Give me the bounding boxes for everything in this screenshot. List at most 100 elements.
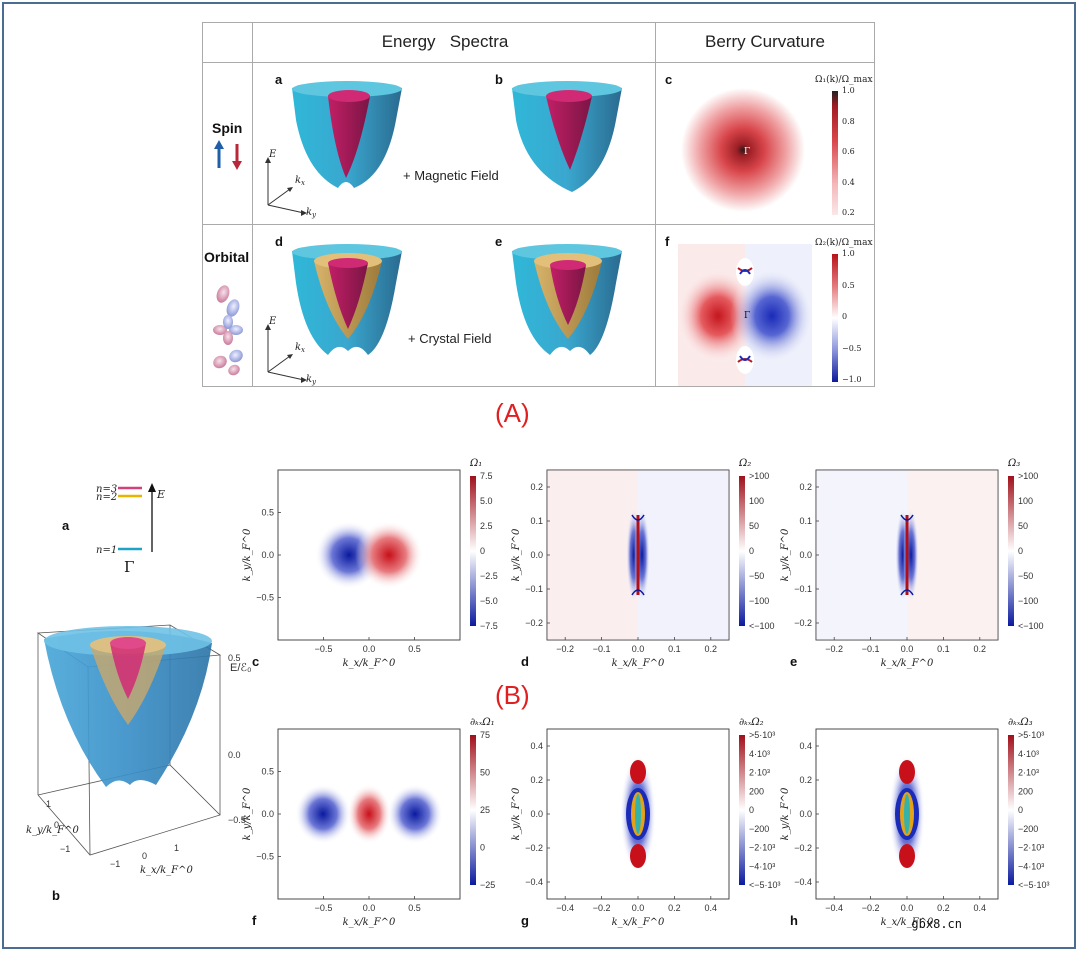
- node-mark: [900, 589, 914, 596]
- xtick-1: 0: [142, 851, 147, 861]
- colorbar-tick: <−100: [749, 621, 775, 631]
- xtick-0: −1: [110, 859, 120, 869]
- x-tick-label: 0.0: [632, 903, 645, 913]
- panel-a-a-letter: a: [275, 72, 283, 87]
- x-tick-label: −0.4: [556, 903, 574, 913]
- blue-lobe: [903, 507, 919, 603]
- x-tick-label: 0.1: [668, 644, 681, 654]
- x-axis-label: k_x/k_F^0: [881, 658, 934, 669]
- spin-band-surface-a: [292, 81, 402, 188]
- colorbar-tick: −2.5: [480, 571, 498, 581]
- y-tick-label: 0.2: [799, 482, 812, 492]
- colorbar-title: ∂ₖₓΩ₃: [1008, 717, 1033, 728]
- colorbar-tick: −25: [480, 880, 495, 890]
- colorbar-tick: <−100: [1018, 621, 1044, 631]
- x-tick-label: 0.2: [705, 644, 718, 654]
- y-tick-label: −0.4: [525, 877, 543, 887]
- ytick-1: 0: [54, 820, 59, 830]
- colorbar-tick: 50: [480, 768, 490, 778]
- panel-letter: g: [521, 913, 529, 928]
- orbital-band-surface-d: [292, 244, 402, 355]
- y-tick-label: −0.2: [525, 843, 543, 853]
- colorbar-title: Ω₁: [469, 458, 482, 469]
- colorbar-tick: 4·10³: [749, 749, 770, 759]
- panel-a-d-letter: d: [275, 234, 283, 249]
- colorbar-tick: >100: [749, 471, 769, 481]
- x-tick-label: −0.5: [315, 644, 333, 654]
- colorbar-tick: 25: [480, 805, 490, 815]
- y-tick-label: 0.0: [530, 550, 543, 560]
- panel-a-c-letter: c: [665, 72, 673, 87]
- header-berry-curvature: Berry Curvature: [705, 32, 825, 51]
- colorbar-c-tick: 0.8: [842, 116, 855, 126]
- y-tick-label: −0.5: [256, 852, 274, 862]
- colorbar-tick: 2.5: [480, 521, 493, 531]
- colorbar-c-tick: 0.2: [842, 208, 855, 217]
- colorbar: [470, 476, 476, 626]
- heatmap-f: −0.5 0.0 0.5 0.5 0.0 −0.5 k_x/k_F^0 k_y/k_F^0f ∂…: [242, 717, 495, 928]
- teal-core: [635, 794, 641, 834]
- colorbar-tick: 7.5: [480, 471, 493, 481]
- b-xlabel: k_x/k_F^0: [140, 865, 193, 876]
- level-n1: n=1: [96, 545, 117, 556]
- colorbar-tick: >5·10³: [1018, 730, 1044, 740]
- y-tick-label: 0.0: [530, 809, 543, 819]
- colorbar-tick: >5·10³: [749, 730, 775, 740]
- colorbar-tick: 50: [1018, 521, 1028, 531]
- colorbar-title: Ω₃: [1007, 458, 1020, 469]
- x-tick-label: −0.2: [825, 644, 843, 654]
- x-tick-label: 0.2: [974, 644, 987, 654]
- colorbar-tick: 0: [480, 843, 485, 853]
- colorbar-tick: 0: [749, 546, 754, 556]
- row-label-orbital: Orbital: [204, 249, 250, 265]
- colorbar-f-tick: −0.5: [842, 343, 862, 353]
- colorbar-tick: −100: [1018, 596, 1038, 606]
- heatmap-d: −0.2 −0.1 0.0 0.1 0.2 0.2 0.1 0.0 −0.1 −0.2 k_x/k_…: [511, 458, 775, 669]
- y-tick-label: 0.2: [799, 775, 812, 785]
- x-tick-label: 0.2: [937, 903, 950, 913]
- ztick-0: 0.5: [228, 653, 241, 663]
- heatmap-g: −0.4 −0.2 0.0 0.2 0.4 0.4 0.2 0.0 −0.2 −0.4 k_x/k_…: [511, 717, 781, 928]
- colorbar-c: [832, 91, 838, 215]
- caption-b: (B): [495, 680, 530, 710]
- watermark: gbx8.cn: [911, 917, 962, 931]
- y-tick-label: 0.0: [799, 809, 812, 819]
- zlabel: E/ℰ₀: [230, 662, 252, 674]
- colorbar-tick: 200: [749, 786, 764, 796]
- panel-b-b-letter: b: [52, 888, 60, 903]
- colorbar-tick: −7.5: [480, 621, 498, 631]
- x-tick-label: 0.0: [901, 903, 914, 913]
- colorbar-f-title: Ω₂(k)/Ω_max: [815, 238, 873, 248]
- background-half: [547, 470, 638, 640]
- orbital-band-surface-e: [512, 244, 622, 355]
- orbital-lobes-icon: [213, 285, 243, 376]
- crystal-field-label: + Crystal Field: [408, 331, 492, 346]
- spin-band-surface-b: [512, 81, 622, 192]
- colorbar-tick: 75: [480, 730, 490, 740]
- y-axis-label: k_y/k_F^0: [242, 528, 253, 581]
- axis-ky-sub: y: [311, 378, 317, 386]
- y-axis-label: k_y/k_F^0: [511, 787, 522, 840]
- y-tick-label: −0.5: [256, 593, 274, 603]
- colorbar-tick: 2·10³: [1018, 768, 1039, 778]
- y-tick-label: 0.5: [261, 508, 274, 518]
- header-energy-spectra: Energy Spectra: [381, 32, 509, 51]
- gamma-point-label: Γ: [744, 147, 750, 157]
- x-tick-label: −0.5: [315, 903, 333, 913]
- x-tick-label: 0.4: [705, 903, 718, 913]
- x-axis-label: k_x/k_F^0: [343, 658, 396, 669]
- blue-lobe: [634, 507, 650, 603]
- row-label-spin: Spin: [212, 120, 243, 136]
- y-axis-label: k_y/k_F^0: [511, 528, 522, 581]
- axis-ky-label: k: [306, 374, 312, 385]
- background-half: [816, 470, 907, 640]
- node-mark: [631, 589, 645, 596]
- colorbar-c-title: Ω₁(k)/Ω_max: [815, 75, 873, 85]
- y-tick-label: −0.4: [794, 877, 812, 887]
- axis-kx-sub: x: [301, 346, 305, 354]
- colorbar-title: Ω₂: [738, 458, 751, 469]
- colorbar: [739, 476, 745, 626]
- node-mark: [900, 514, 914, 521]
- colorbar-c-tick: 1.0: [842, 86, 855, 95]
- heatmap-h: −0.4 −0.2 0.0 0.2 0.4 0.4 0.2 0.0 −0.2 −0.4 k_x/k_…: [780, 717, 1050, 928]
